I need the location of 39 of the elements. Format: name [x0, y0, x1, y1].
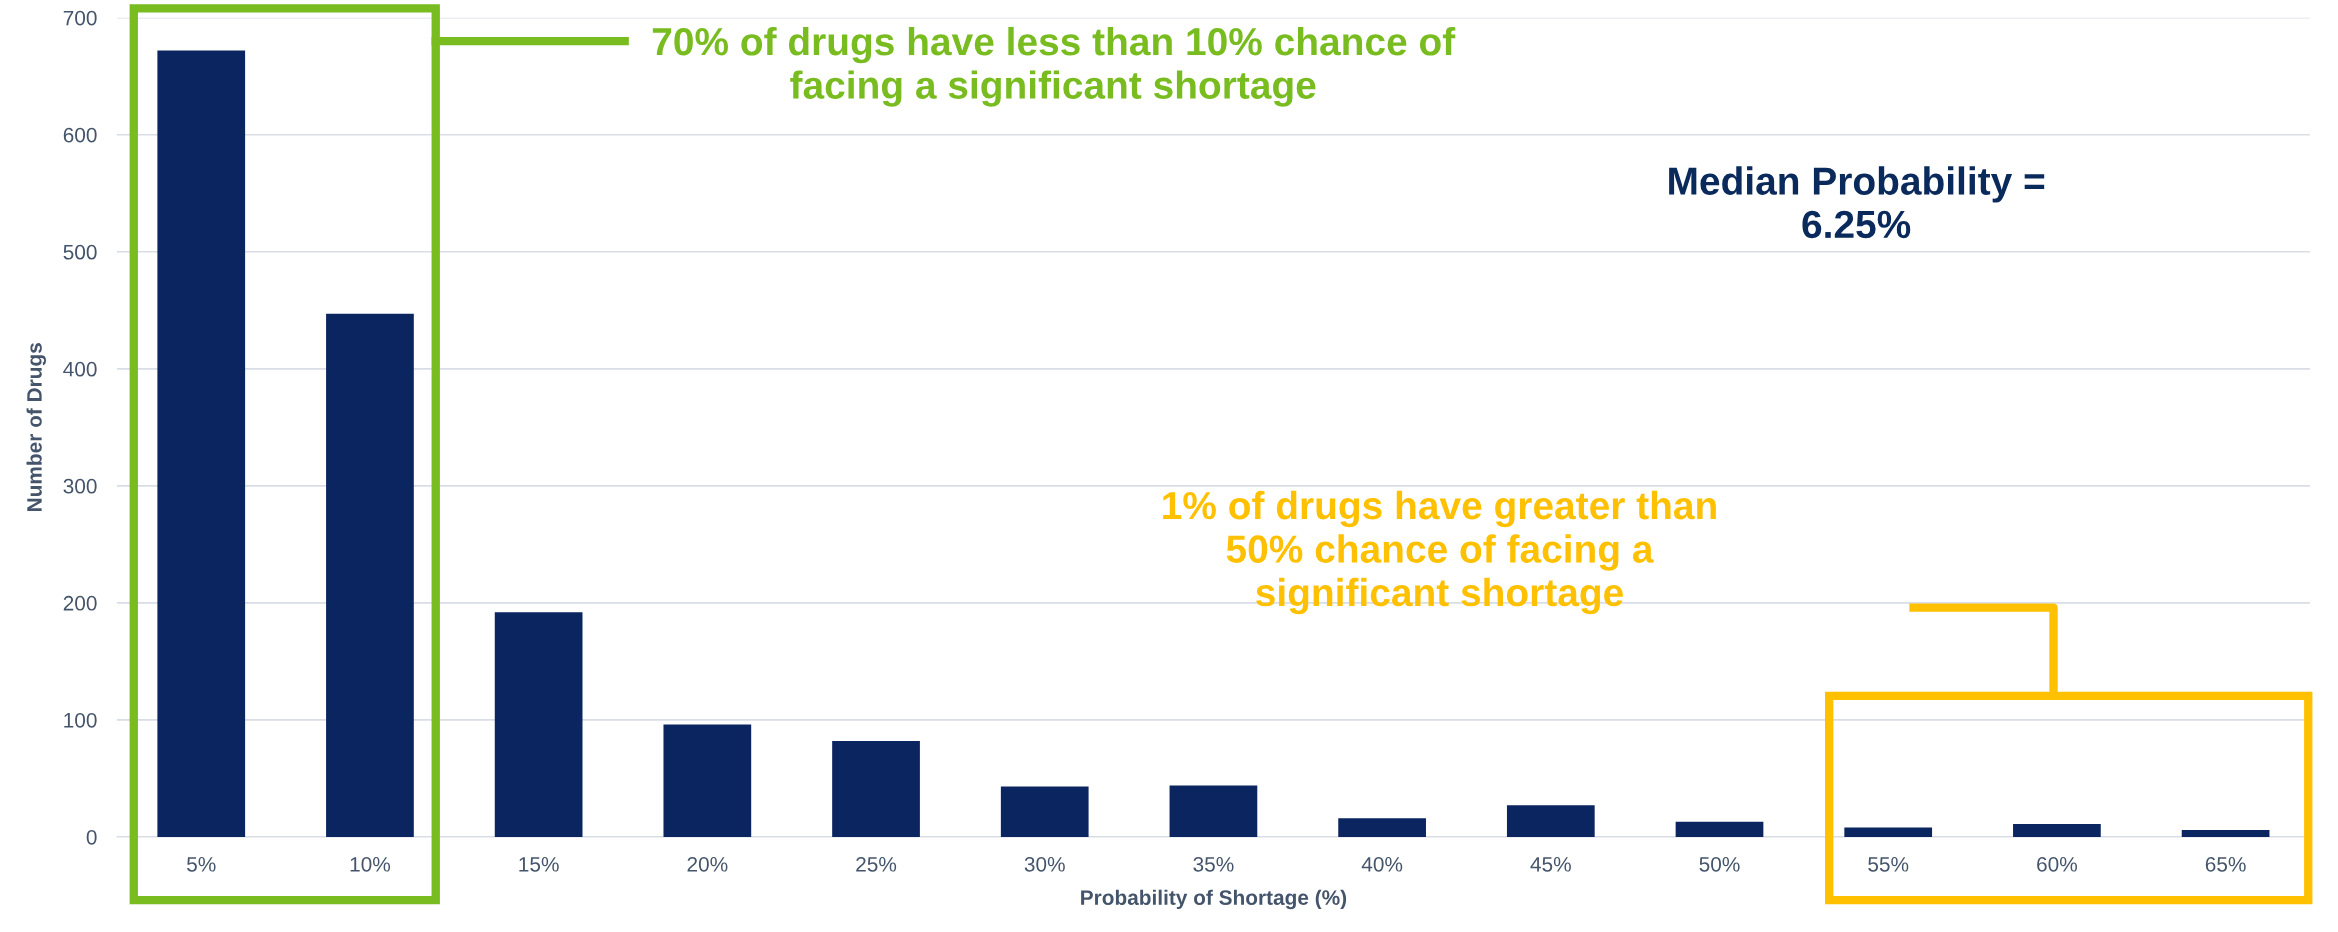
- x-tick-label: 55%: [1868, 857, 1909, 872]
- y-tick-label: 500: [63, 244, 97, 260]
- bar: [494, 612, 583, 837]
- x-axis-title: Probability of Shortage (%): [1081, 889, 1347, 910]
- x-tick-label: 5%: [187, 857, 216, 872]
- x-tick-label: 30%: [1024, 856, 1065, 872]
- x-tick-label: 20%: [687, 856, 728, 872]
- y-axis-title: Number of Drugs: [26, 343, 47, 511]
- x-tick-label: 35%: [1193, 856, 1234, 872]
- y-tick-label: 300: [63, 478, 97, 494]
- bar: [2181, 829, 2270, 837]
- y-tick-label: 0: [86, 829, 97, 845]
- bar: [326, 313, 414, 837]
- bar: [1338, 818, 1426, 837]
- annotation: Median Probability = 6.25%: [1669, 166, 2045, 239]
- bar: [1506, 805, 1595, 837]
- bar: [1675, 821, 1764, 837]
- annotation: 1% of drugs have greater than 50% chance of facing a significant shortage: [1163, 490, 1716, 615]
- x-tick-label: 45%: [1530, 857, 1571, 872]
- bar: [1844, 827, 1933, 837]
- y-tick-label: 600: [63, 127, 97, 143]
- x-tick-label: 65%: [2205, 856, 2246, 872]
- bar: [832, 740, 920, 837]
- bar: [1169, 785, 1258, 837]
- bar: [663, 724, 752, 837]
- bar: [157, 50, 246, 837]
- x-tick-label: 25%: [856, 856, 897, 872]
- y-tick-label: 200: [63, 595, 97, 611]
- x-tick-label: 40%: [1361, 856, 1403, 872]
- annotation: 70% of drugs have less than 10% chance of facing a significant shortage: [652, 26, 1456, 107]
- y-tick-label: 100: [64, 712, 97, 728]
- x-tick-label: 50%: [1699, 856, 1740, 872]
- bar: [2013, 824, 2101, 837]
- bar: [1000, 786, 1089, 837]
- x-tick-label: 10%: [350, 856, 391, 872]
- x-tick-label: 60%: [2037, 856, 2078, 872]
- x-tick-label: 15%: [519, 857, 559, 872]
- y-tick-label: 400: [63, 361, 97, 377]
- y-tick-label: 700: [63, 10, 97, 26]
